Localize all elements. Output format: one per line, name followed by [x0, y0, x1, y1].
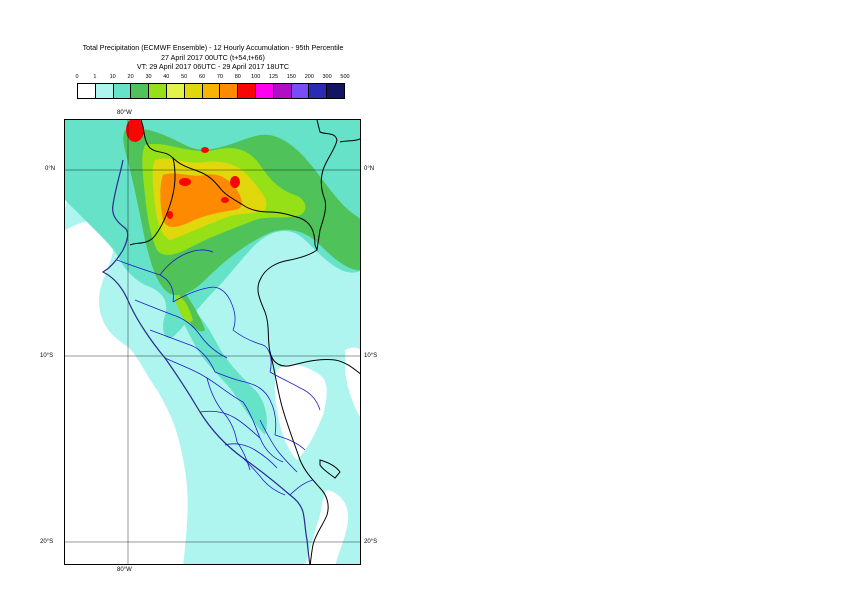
legend-swatch	[273, 84, 292, 98]
country-border	[129, 157, 176, 246]
regional-borders	[116, 249, 321, 496]
legend-swatch	[113, 84, 132, 98]
lat-label-left: 20°S	[40, 539, 54, 545]
title-line-2: 27 April 2017 00UTC (t+54,t+66)	[161, 52, 265, 62]
legend-swatch	[327, 84, 344, 98]
precip-60-80	[160, 173, 242, 227]
precipitation-map	[64, 119, 361, 565]
title-line-3: VT: 29 April 2017 06UTC - 29 April 2017 …	[136, 62, 290, 72]
map-canvas	[65, 120, 360, 564]
lat-label-left: 0°N	[45, 166, 56, 172]
legend-label: 150	[286, 74, 296, 80]
lon-label-top: 80°W	[117, 110, 132, 116]
precip-80-100	[201, 147, 209, 153]
precip-30-40	[175, 295, 193, 323]
precip-80-100	[230, 176, 240, 188]
precipitation-legend: 0 1 10 20 30 40 50 60 70 80 100 125 150 …	[75, 74, 350, 99]
legend-swatch	[95, 84, 114, 98]
lon-label-bottom: 80°W	[117, 567, 132, 573]
country-border	[319, 459, 341, 479]
legend-label: 50	[181, 74, 188, 80]
legend-label: 125	[268, 74, 279, 80]
precip-80-100	[126, 120, 144, 142]
legend-label: 200	[304, 74, 314, 80]
legend-swatch	[202, 84, 221, 98]
no-precip-land	[345, 347, 360, 417]
lat-label-right: 10°S	[364, 353, 378, 359]
legend-labels: 0 1 10 20 30 40 50 60 70 80 100 125 150 …	[75, 74, 350, 83]
legend-swatch	[149, 84, 167, 98]
legend-label: 10	[109, 74, 116, 80]
legend-label: 0	[75, 74, 79, 80]
legend-swatch	[184, 84, 203, 98]
precip-80-100	[179, 178, 191, 186]
legend-label: 60	[199, 74, 206, 80]
legend-label: 500	[340, 74, 350, 80]
no-precip-land	[305, 490, 349, 564]
no-precip-land	[274, 364, 327, 460]
legend-label: 40	[163, 74, 170, 80]
legend-swatch	[166, 84, 185, 98]
precip-80-100	[167, 211, 173, 219]
legend-label: 70	[216, 74, 223, 80]
country-border	[269, 351, 329, 564]
legend-label: 1	[93, 74, 97, 80]
lat-label-left: 10°S	[40, 353, 54, 359]
legend-label: 20	[127, 74, 134, 80]
legend-swatch	[238, 84, 256, 98]
country-border	[140, 120, 360, 375]
legend-label: 80	[234, 74, 241, 80]
legend-swatch	[309, 84, 328, 98]
legend-swatch	[78, 84, 96, 98]
lat-label-right: 20°S	[364, 539, 378, 545]
lat-label-right: 0°N	[364, 166, 375, 172]
title-block: Total Precipitation (ECMWF Ensemble) - 1…	[0, 43, 426, 72]
legend-swatch	[131, 84, 150, 98]
legend-swatch	[220, 84, 239, 98]
legend-swatch	[291, 84, 310, 98]
precip-80-100	[221, 197, 229, 203]
legend-swatch	[255, 84, 274, 98]
no-precip-ocean	[65, 220, 188, 564]
legend-label: 300	[322, 74, 332, 80]
precip-20-30	[179, 290, 205, 332]
legend-label: 100	[251, 74, 261, 80]
title-line-1: Total Precipitation (ECMWF Ensemble) - 1…	[82, 43, 344, 52]
legend-label: 30	[145, 74, 152, 80]
legend-color-bar	[77, 83, 345, 99]
country-border	[316, 120, 338, 251]
country-border	[339, 138, 360, 143]
